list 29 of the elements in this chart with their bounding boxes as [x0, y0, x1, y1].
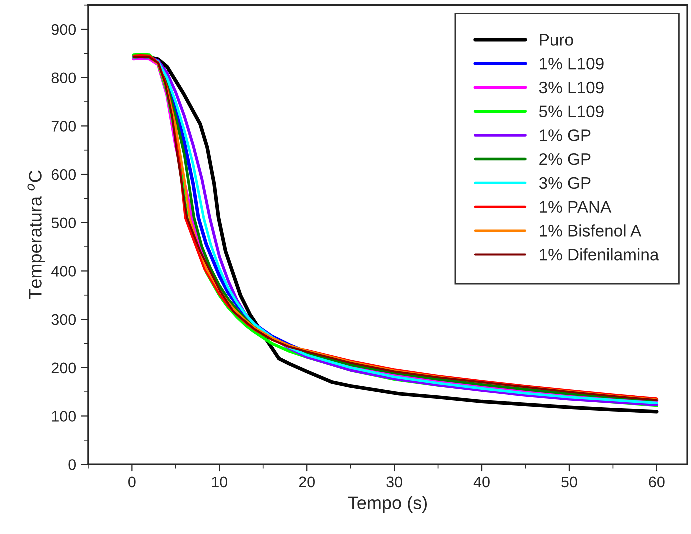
x-tick-label: 60: [649, 476, 665, 488]
y-tick-label: 100: [52, 411, 76, 422]
y-tick-label: 600: [52, 169, 76, 180]
legend-label: 1% GP: [540, 130, 591, 142]
x-tick-label: 30: [386, 476, 402, 488]
legend-label: 5% L109: [539, 106, 604, 118]
legend-label: 3% GP: [539, 177, 591, 190]
y-tick-label: 0: [68, 459, 76, 470]
x-tick-label: 20: [299, 476, 315, 488]
x-tick-label: 50: [562, 476, 578, 488]
legend-label: 2% GP: [540, 153, 591, 166]
legend-label: 1% Difenilamina: [540, 248, 660, 261]
legend-label: 1% Bisfenol A: [540, 224, 642, 237]
x-tick-label: 0: [128, 476, 136, 488]
y-tick-label: 900: [52, 24, 76, 36]
y-tick-label: 700: [52, 121, 76, 132]
y-tick-label: 400: [52, 266, 76, 277]
y-tick-label: 300: [52, 314, 76, 326]
y-tick-label: 800: [52, 72, 76, 84]
y-axis-title: Temperatura $^{o}$C: [28, 170, 46, 300]
legend-label: 1% L109: [540, 58, 604, 70]
x-tick-label: 40: [474, 476, 490, 488]
legend-label: 3% L109: [539, 82, 604, 94]
y-tick-label: 500: [52, 218, 76, 229]
x-tick-label: 10: [212, 476, 228, 488]
y-tick-label: 200: [52, 362, 76, 374]
x-axis-title: Tempo (s): [348, 496, 428, 514]
legend-label: Puro: [540, 34, 574, 46]
legend-label: 1% PANA: [540, 201, 612, 213]
